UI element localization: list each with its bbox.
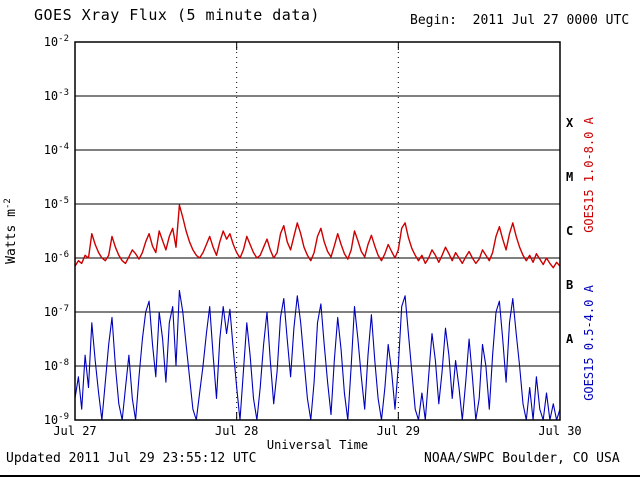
series-short-wave: [74, 289, 561, 421]
y-tick-label: 10-6: [44, 250, 69, 265]
begin-time-label: Begin: 2011 Jul 27 0000 UTC: [410, 13, 630, 28]
legend-long-band: GOES15 1.0-8.0 A: [582, 116, 596, 232]
flare-class-b: B: [566, 278, 573, 292]
legend-short-band: GOES15 0.5-4.0 A: [582, 284, 596, 400]
y-tick-label: 10-5: [44, 196, 69, 211]
x-tick-label: Jul 27: [53, 424, 96, 438]
flare-class-m: M: [566, 170, 573, 184]
series-long-wave: [74, 204, 561, 269]
y-axis-labels: 10-2 10-3 10-4 10-5 10-6 10-7 10-8 10-9: [44, 34, 69, 427]
flare-class-x: X: [566, 116, 574, 130]
flare-class-c: C: [566, 224, 573, 238]
day-gridlines-dotted: [236, 42, 399, 420]
y-tick-label: 10-2: [44, 34, 69, 49]
x-tick-label: Jul 28: [215, 424, 258, 438]
y-tick-label: 10-3: [44, 88, 69, 103]
plot-border: [74, 41, 561, 421]
bottom-divider: [0, 475, 640, 477]
x-axis-labels: Jul 27 Jul 28 Jul 29 Jul 30 Universal Time: [53, 42, 582, 452]
flare-class-a: A: [566, 332, 574, 346]
flare-class-labels: X M C B A: [566, 116, 574, 346]
y-tick-label: 10-4: [44, 142, 69, 157]
x-tick-label: Jul 29: [377, 424, 420, 438]
chart-title: GOES Xray Flux (5 minute data): [34, 6, 320, 24]
y-axis-title: Watts m-2: [3, 198, 19, 264]
y-tick-label: 10-7: [44, 304, 69, 319]
source-credit: NOAA/SWPC Boulder, CO USA: [424, 451, 620, 466]
y-tick-label: 10-9: [44, 412, 69, 427]
decade-gridlines: [75, 41, 560, 421]
x-tick-label: Jul 30: [538, 424, 581, 438]
x-axis-title: Universal Time: [267, 438, 368, 452]
updated-timestamp: Updated 2011 Jul 29 23:55:12 UTC: [6, 451, 257, 466]
y-tick-label: 10-8: [44, 358, 69, 373]
